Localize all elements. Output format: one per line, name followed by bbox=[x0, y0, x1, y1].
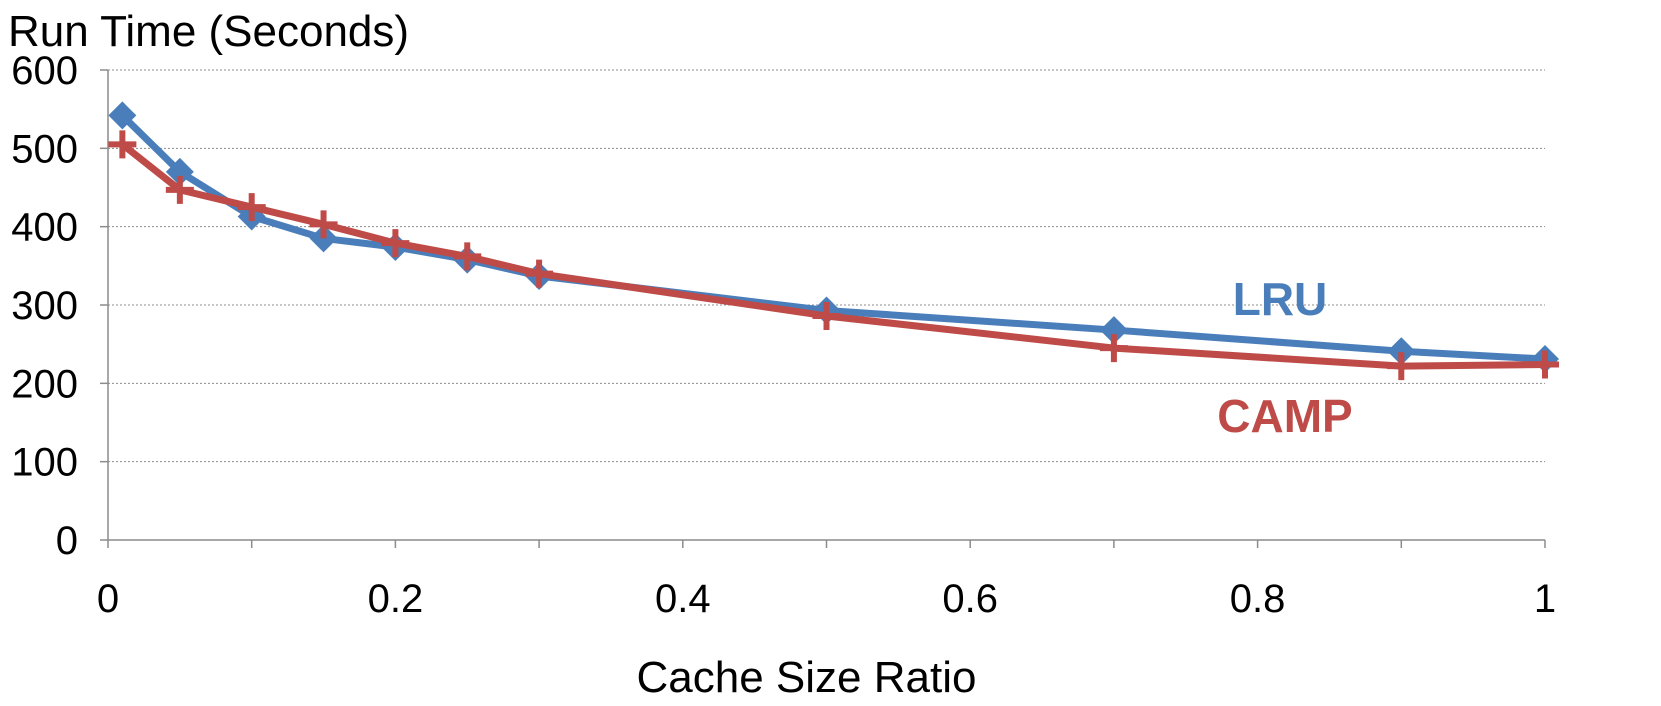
data-point-camp bbox=[309, 210, 338, 239]
data-point-camp bbox=[1387, 352, 1416, 381]
y-tick-label: 100 bbox=[11, 441, 78, 485]
data-point-lru bbox=[1387, 337, 1416, 366]
y-axis-title: Run Time (Seconds) bbox=[8, 7, 409, 56]
data-point-camp bbox=[1531, 350, 1559, 379]
y-tick-label: 400 bbox=[11, 206, 78, 250]
x-tick-label: 0.4 bbox=[655, 577, 711, 621]
data-point-camp bbox=[165, 175, 194, 204]
series-camp bbox=[108, 130, 1559, 381]
x-tick-label: 1 bbox=[1534, 577, 1556, 621]
x-tick-label: 0.6 bbox=[942, 577, 998, 621]
data-point-camp bbox=[381, 229, 410, 258]
series-label-camp: CAMP bbox=[1217, 390, 1352, 442]
x-tick-label: 0.2 bbox=[368, 577, 424, 621]
y-tick-label: 600 bbox=[11, 49, 78, 93]
data-point-lru bbox=[108, 101, 137, 130]
data-point-camp bbox=[237, 193, 266, 222]
data-point-camp bbox=[812, 301, 841, 330]
axes: 0 100 200 300 400 500 600 0 0.2 0.4 0.6 0.8 1 bbox=[11, 49, 1556, 621]
y-tick-label: 500 bbox=[11, 127, 78, 171]
data-point-lru bbox=[165, 157, 194, 186]
x-tick-label: 0 bbox=[97, 577, 119, 621]
series-group bbox=[108, 101, 1559, 381]
y-tick-label: 300 bbox=[11, 284, 78, 328]
x-tick-label: 0.8 bbox=[1230, 577, 1286, 621]
data-point-lru bbox=[1099, 316, 1128, 345]
series-line-camp bbox=[118, 140, 1549, 370]
data-point-lru bbox=[309, 224, 338, 253]
data-point-camp bbox=[108, 130, 137, 159]
grid-lines bbox=[108, 69, 1545, 463]
data-point-camp bbox=[525, 259, 554, 288]
y-tick-label: 0 bbox=[56, 519, 78, 563]
data-point-camp bbox=[1099, 334, 1128, 363]
y-tick-label: 200 bbox=[11, 362, 78, 406]
data-point-camp bbox=[453, 242, 482, 271]
series-label-lru: LRU bbox=[1233, 273, 1328, 325]
labels: LRU CAMP bbox=[1217, 273, 1352, 442]
x-axis-title: Cache Size Ratio bbox=[637, 653, 977, 702]
